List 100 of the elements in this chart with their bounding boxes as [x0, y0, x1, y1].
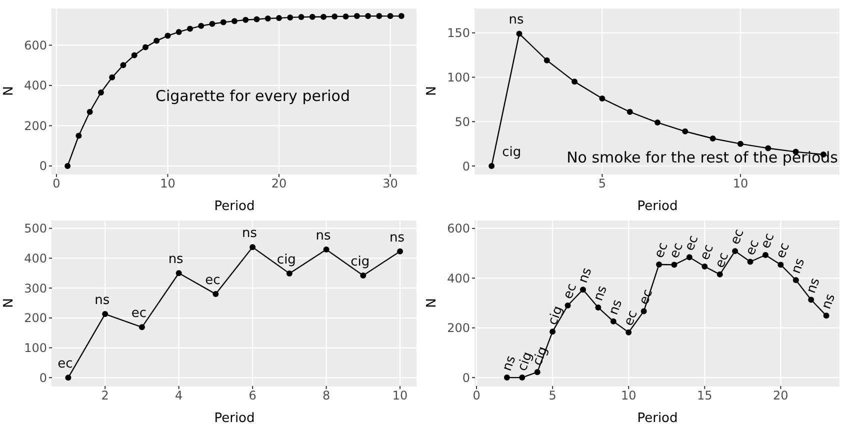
- point: [264, 15, 271, 22]
- point: [572, 78, 578, 85]
- x-tick-label: 30: [382, 176, 398, 191]
- y-tick-label: 200: [24, 311, 47, 326]
- point: [102, 311, 108, 318]
- annotation: cig: [350, 254, 370, 270]
- point: [131, 52, 138, 58]
- point: [488, 163, 495, 170]
- y-axis-title: N: [2, 298, 17, 308]
- y-tick-label: 500: [24, 222, 47, 236]
- point: [397, 248, 404, 254]
- point: [86, 108, 93, 115]
- x-tick-label: 15: [697, 388, 712, 403]
- x-tick-label: 20: [271, 176, 287, 191]
- point: [323, 246, 330, 253]
- point: [564, 302, 571, 308]
- point: [176, 28, 182, 35]
- point: [671, 262, 678, 268]
- point: [550, 328, 556, 335]
- point: [747, 258, 754, 265]
- x-tick-label: 10: [160, 176, 176, 191]
- point: [595, 304, 602, 310]
- annotation: ns: [242, 226, 258, 242]
- y-tick-label: 100: [24, 341, 47, 356]
- y-tick-label: 0: [39, 370, 47, 385]
- point: [64, 162, 71, 169]
- point: [250, 244, 256, 250]
- point: [287, 14, 294, 20]
- point: [599, 96, 606, 102]
- x-tick-label: 5: [598, 176, 606, 191]
- point: [792, 277, 799, 284]
- annotation: ec: [636, 287, 656, 307]
- x-tick-label: 0: [472, 388, 480, 403]
- x-tick-label: 10: [392, 388, 408, 403]
- point: [209, 20, 216, 27]
- point: [823, 312, 830, 319]
- point: [737, 140, 744, 147]
- x-tick-label: 6: [248, 388, 256, 403]
- point: [682, 128, 688, 134]
- x-axis-title: Period: [214, 199, 255, 214]
- point: [220, 19, 226, 26]
- x-tick-label: 10: [620, 388, 636, 403]
- point: [332, 13, 338, 20]
- point: [212, 291, 219, 298]
- point: [504, 374, 510, 381]
- point: [242, 16, 249, 23]
- y-tick-label: 300: [24, 281, 47, 296]
- x-axis-title: Period: [214, 411, 255, 424]
- y-tick-label: 200: [24, 118, 47, 133]
- annotation: ns: [168, 252, 184, 268]
- point: [176, 270, 182, 276]
- point: [309, 14, 316, 20]
- point: [732, 248, 738, 254]
- point: [544, 57, 550, 64]
- x-tick-label: 4: [175, 388, 183, 403]
- point: [580, 286, 586, 293]
- y-axis-title: N: [424, 298, 440, 308]
- point: [365, 13, 372, 20]
- x-tick-label: 20: [773, 388, 788, 403]
- point: [516, 30, 522, 37]
- y-tick-label: 0: [39, 159, 47, 174]
- point: [109, 74, 116, 80]
- point: [154, 38, 160, 44]
- annotation: No smoke for the rest of the periods: [566, 148, 838, 166]
- point: [232, 18, 238, 24]
- point: [610, 318, 616, 324]
- x-tick-label: 8: [322, 388, 330, 403]
- point: [198, 22, 204, 29]
- point: [276, 15, 282, 22]
- point: [716, 271, 723, 278]
- point: [398, 13, 404, 20]
- point: [626, 108, 633, 115]
- point: [762, 252, 768, 258]
- y-tick-label: 100: [447, 70, 470, 84]
- annotation: ns: [508, 12, 524, 28]
- annotation: Cigarette for every period: [155, 86, 350, 105]
- y-tick-label: 0: [462, 159, 470, 174]
- y-axis-title: N: [2, 86, 17, 96]
- point: [76, 132, 82, 139]
- annotation: cig: [276, 252, 296, 268]
- point: [98, 90, 104, 96]
- x-tick-label: 0: [52, 176, 60, 191]
- point: [342, 13, 349, 20]
- point: [120, 62, 126, 68]
- point: [808, 296, 814, 303]
- point: [702, 263, 708, 270]
- point: [286, 270, 292, 276]
- point: [298, 14, 304, 20]
- annotation: ec: [131, 306, 147, 322]
- point: [640, 308, 647, 314]
- y-tick-label: 200: [447, 321, 470, 336]
- y-tick-label: 600: [447, 222, 470, 236]
- annotation: ns: [390, 230, 405, 246]
- annotation: ns: [316, 228, 332, 244]
- y-tick-label: 400: [447, 271, 470, 286]
- y-tick-label: 600: [24, 38, 47, 52]
- annotation: ec: [205, 273, 220, 288]
- point: [534, 369, 540, 376]
- point: [164, 32, 171, 39]
- point: [654, 120, 660, 126]
